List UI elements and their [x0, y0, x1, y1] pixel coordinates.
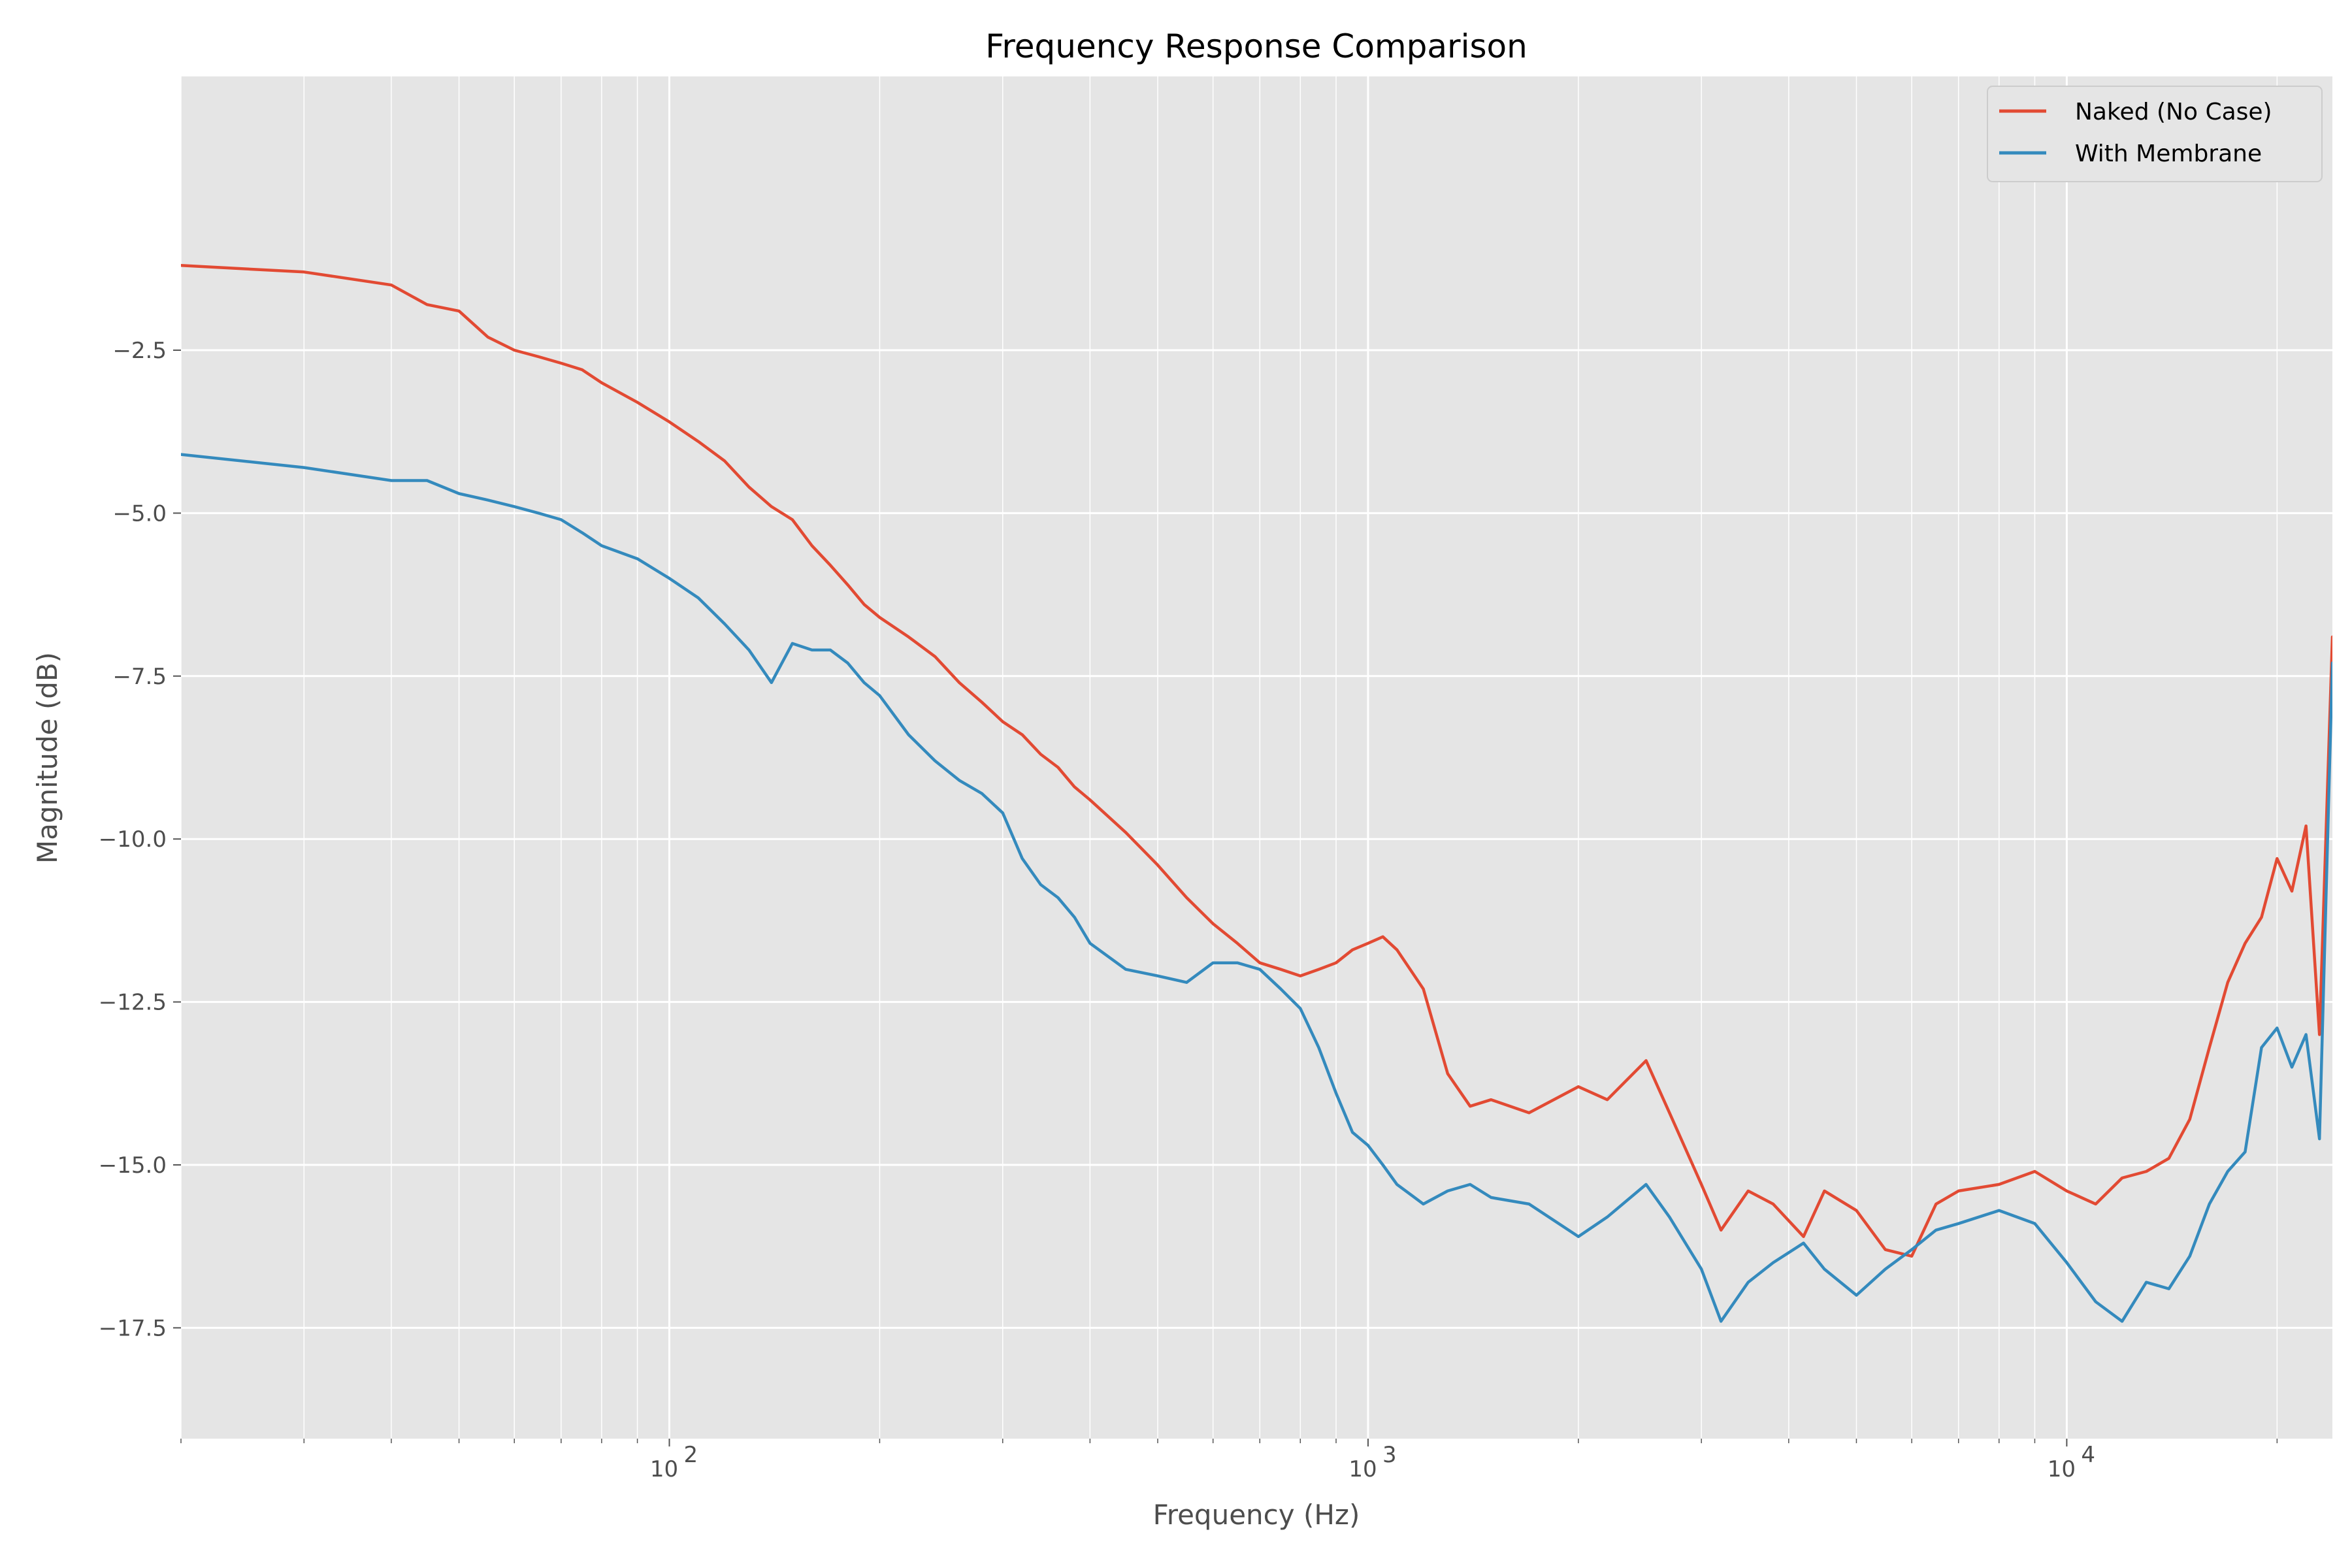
x-axis-label: Frequency (Hz): [1153, 1499, 1360, 1531]
series-line-membrane: [181, 453, 2332, 1323]
y-tick-label: −2.5: [112, 338, 167, 364]
plot-area: [181, 76, 2332, 1439]
x-tick-label: 10: [1348, 1456, 1377, 1482]
y-tick-label: −17.5: [99, 1315, 167, 1341]
legend-label-naked: Naked (No Case): [2075, 99, 2272, 125]
y-tick-label: −10.0: [99, 826, 167, 853]
y-tick-label: −7.5: [112, 664, 167, 690]
y-tick-label: −15.0: [99, 1152, 167, 1179]
legend: Naked (No Case) With Membrane: [1987, 86, 2323, 182]
chart-title: Frequency Response Comparison: [985, 27, 1527, 65]
y-axis-ticks: −2.5 −5.0 −7.5 −10.0 −12.5 −15.0 −17.5: [99, 338, 181, 1341]
y-tick-label: −5.0: [112, 500, 167, 527]
y-axis-label: Magnitude (dB): [31, 652, 63, 864]
series-layer: [181, 264, 2332, 1323]
legend-label-membrane: With Membrane: [2075, 140, 2262, 167]
legend-box: [1987, 86, 2323, 182]
y-tick-label: −12.5: [99, 990, 167, 1016]
x-tick-label-exponent: 3: [1382, 1442, 1397, 1468]
x-tick-label-exponent: 4: [2081, 1442, 2095, 1468]
x-tick-label: 10: [650, 1456, 678, 1482]
x-tick-label-exponent: 2: [684, 1442, 698, 1468]
series-line-naked: [181, 264, 2332, 1258]
x-tick-label: 10: [2048, 1456, 2076, 1482]
